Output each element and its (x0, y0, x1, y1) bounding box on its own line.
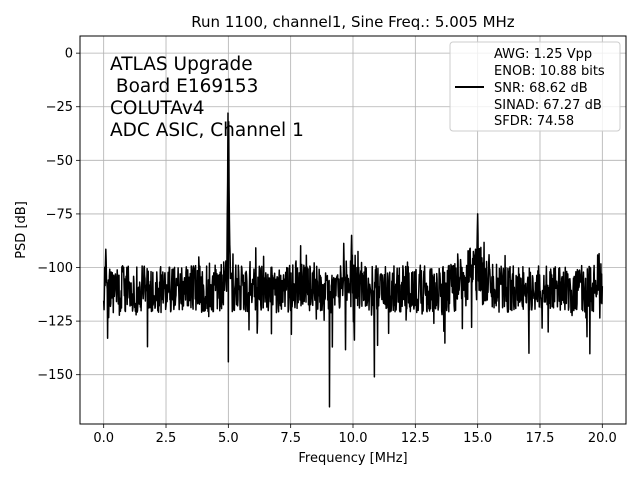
legend-entry-snr: SNR: 68.62 dB (494, 81, 588, 96)
legend-box (449, 41, 621, 132)
x-tick-label: 10.0 (339, 431, 368, 446)
legend-entry-sinad: SINAD: 67.27 dB (494, 98, 602, 113)
y-tick-label: −50 (46, 154, 73, 169)
x-tick-label: 12.5 (401, 431, 430, 446)
y-axis-ticks: 0 −25 −50 −75 −100 −125 −150 (37, 47, 80, 383)
y-tick-label: 0 (65, 47, 73, 62)
y-tick-label: −150 (37, 368, 73, 383)
annotation-block: ATLAS Upgrade Board E169153 COLUTAv4 ADC… (110, 54, 304, 141)
y-tick-label: −25 (46, 100, 73, 115)
chart-title: Run 1100, channel1, Sine Freq.: 5.005 MH… (191, 13, 515, 31)
annotation-line-2: Board E169153 (110, 76, 258, 97)
psd-series-line (102, 112, 604, 408)
x-tick-label: 2.5 (156, 431, 177, 446)
annotation-line-4: ADC ASIC, Channel 1 (110, 120, 304, 141)
x-tick-label: 20.0 (588, 431, 617, 446)
x-tick-label: 5.0 (218, 431, 239, 446)
legend-entry-sfdr: SFDR: 74.58 (494, 114, 574, 129)
x-tick-label: 7.5 (280, 431, 301, 446)
y-tick-label: −125 (37, 315, 73, 330)
x-tick-label: 15.0 (463, 431, 492, 446)
legend-entry-awg: AWG: 1.25 Vpp (494, 47, 592, 62)
x-tick-label: 0.0 (93, 431, 114, 446)
x-axis-label: Frequency [MHz] (298, 451, 407, 466)
annotation-line-1: ATLAS Upgrade (110, 54, 253, 75)
legend: AWG: 1.25 Vpp ENOB: 10.88 bits SNR: 68.6… (449, 41, 621, 132)
y-tick-label: −100 (37, 261, 73, 276)
x-axis-ticks: 0.0 2.5 5.0 7.5 10.0 12.5 15.0 17.5 20.0 (93, 424, 617, 446)
y-tick-label: −75 (46, 207, 73, 222)
y-axis-label: PSD [dB] (14, 201, 29, 259)
legend-entry-enob: ENOB: 10.88 bits (494, 64, 605, 79)
annotation-line-3: COLUTAv4 (110, 98, 205, 119)
x-tick-label: 17.5 (526, 431, 555, 446)
